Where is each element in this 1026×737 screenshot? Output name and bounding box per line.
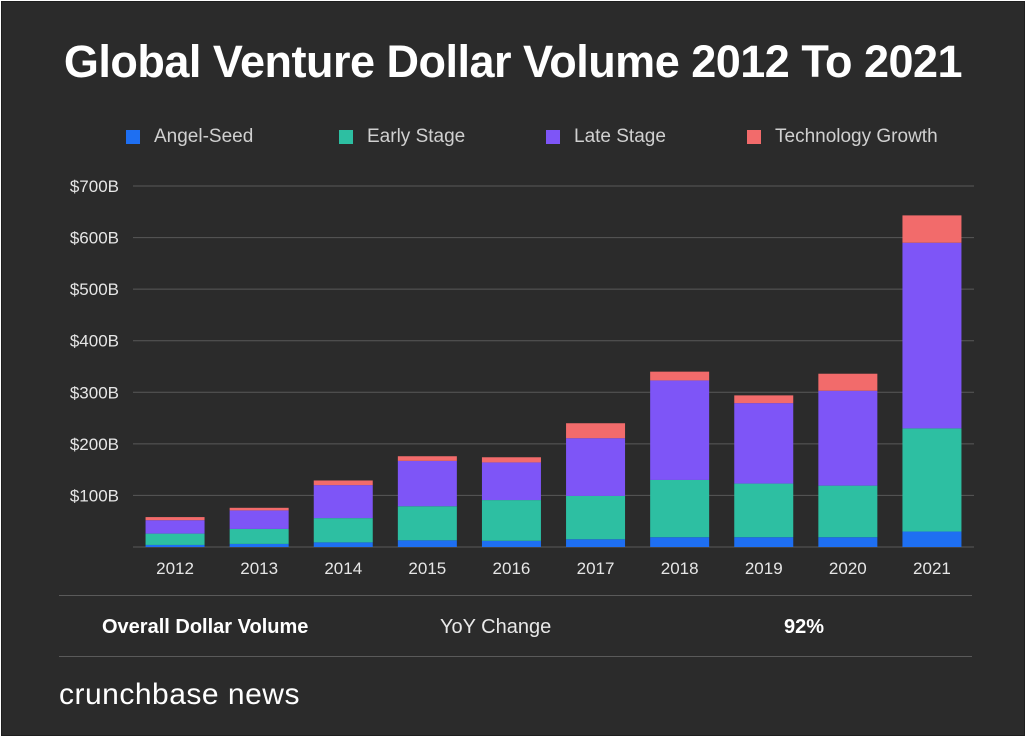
legend-label-early-stage: Early Stage <box>367 126 466 147</box>
bar-segment-early-stage-2019 <box>734 483 794 538</box>
bar-segment-technology-growth-2017 <box>566 423 626 439</box>
bar-segment-angel-seed-2017 <box>566 539 626 547</box>
legend-swatch-angel-seed <box>126 130 140 144</box>
x-tick-label: 2020 <box>829 559 867 578</box>
bar-segment-angel-seed-2018 <box>650 537 710 547</box>
bar-segment-early-stage-2017 <box>566 495 626 540</box>
bar-segment-technology-growth-2014 <box>313 480 373 486</box>
bar-segment-late-stage-2014 <box>313 485 373 519</box>
chart-title: Global Venture Dollar Volume 2012 To 202… <box>63 36 963 87</box>
bar-segment-late-stage-2012 <box>145 520 205 534</box>
bar-segment-technology-growth-2021 <box>902 215 962 243</box>
y-tick-label: $200B <box>70 435 119 454</box>
bar-segment-technology-growth-2018 <box>650 371 710 381</box>
bar-segment-early-stage-2013 <box>229 528 289 544</box>
x-tick-label: 2015 <box>408 559 446 578</box>
bar-segment-angel-seed-2012 <box>145 544 205 547</box>
summary-label: Overall Dollar Volume <box>102 616 309 638</box>
bar-segment-late-stage-2021 <box>902 242 962 429</box>
y-tick-label: $600B <box>70 229 119 248</box>
bar-segment-late-stage-2019 <box>734 403 794 484</box>
bar-segment-late-stage-2013 <box>229 510 289 529</box>
legend-label-angel-seed: Angel-Seed <box>154 126 254 147</box>
bar-segment-early-stage-2016 <box>481 500 541 541</box>
bar-segment-angel-seed-2013 <box>229 543 289 547</box>
bar-segment-late-stage-2018 <box>650 380 710 480</box>
chart-legend: Angel-Seed Early Stage Late Stage Techno… <box>126 126 966 148</box>
y-tick-label: $100B <box>70 486 119 505</box>
x-tick-label: 2012 <box>156 559 194 578</box>
bar-segment-early-stage-2018 <box>650 479 710 538</box>
x-tick-label: 2013 <box>240 559 278 578</box>
y-tick-label: $400B <box>70 332 119 351</box>
bar-segment-technology-growth-2012 <box>145 517 205 521</box>
bar-segment-late-stage-2017 <box>566 438 626 496</box>
bar-segment-angel-seed-2021 <box>902 531 962 547</box>
legend-swatch-late-stage <box>546 130 560 144</box>
legend-swatch-technology-growth <box>747 130 761 144</box>
bar-segment-technology-growth-2019 <box>734 395 794 404</box>
legend-label-technology-growth: Technology Growth <box>775 126 938 147</box>
x-tick-label: 2019 <box>745 559 783 578</box>
y-tick-label: $700B <box>70 177 119 196</box>
y-tick-label: $500B <box>70 280 119 299</box>
bar-segment-angel-seed-2016 <box>481 540 541 547</box>
legend-item-angel-seed: Angel-Seed <box>126 126 253 148</box>
bar-segment-early-stage-2012 <box>145 533 205 545</box>
x-tick-label: 2014 <box>324 559 362 578</box>
summary-yoy-label: YoY Change <box>440 616 552 638</box>
bar-segment-technology-growth-2013 <box>229 507 289 511</box>
bar-segment-early-stage-2021 <box>902 428 962 532</box>
bar-segment-late-stage-2016 <box>481 462 541 501</box>
bar-segment-technology-growth-2015 <box>397 456 457 461</box>
bar-segment-angel-seed-2014 <box>313 542 373 547</box>
bar-segment-late-stage-2015 <box>397 460 457 507</box>
bar-segment-technology-growth-2016 <box>481 457 541 463</box>
bar-segment-angel-seed-2015 <box>397 540 457 547</box>
bar-segment-early-stage-2020 <box>818 485 878 538</box>
legend-item-late-stage: Late Stage <box>546 126 666 148</box>
x-tick-label: 2021 <box>913 559 951 578</box>
y-tick-label: $300B <box>70 383 119 402</box>
legend-item-technology-growth: Technology Growth <box>747 126 938 148</box>
chart-plot-area: $100B $200B $300B $400B $500B $600B $700B 2012 2… <box>70 177 974 578</box>
legend-item-early-stage: Early Stage <box>339 126 465 148</box>
legend-swatch-early-stage <box>339 130 353 144</box>
x-tick-label: 2017 <box>577 559 615 578</box>
brand-logo-text: crunchbase news <box>59 678 300 711</box>
x-tick-label: 2016 <box>493 559 531 578</box>
bar-segment-early-stage-2014 <box>313 518 373 543</box>
x-tick-label: 2018 <box>661 559 699 578</box>
bar-segment-angel-seed-2020 <box>818 537 878 547</box>
bar-segment-late-stage-2020 <box>818 390 878 486</box>
summary-top-divider <box>59 595 972 596</box>
summary-bottom-divider <box>59 656 972 657</box>
bar-segment-technology-growth-2020 <box>818 373 878 391</box>
summary-yoy-value: 92% <box>784 616 825 638</box>
bar-segment-early-stage-2015 <box>397 506 457 541</box>
legend-label-late-stage: Late Stage <box>574 126 666 147</box>
bar-segment-angel-seed-2019 <box>734 537 794 547</box>
